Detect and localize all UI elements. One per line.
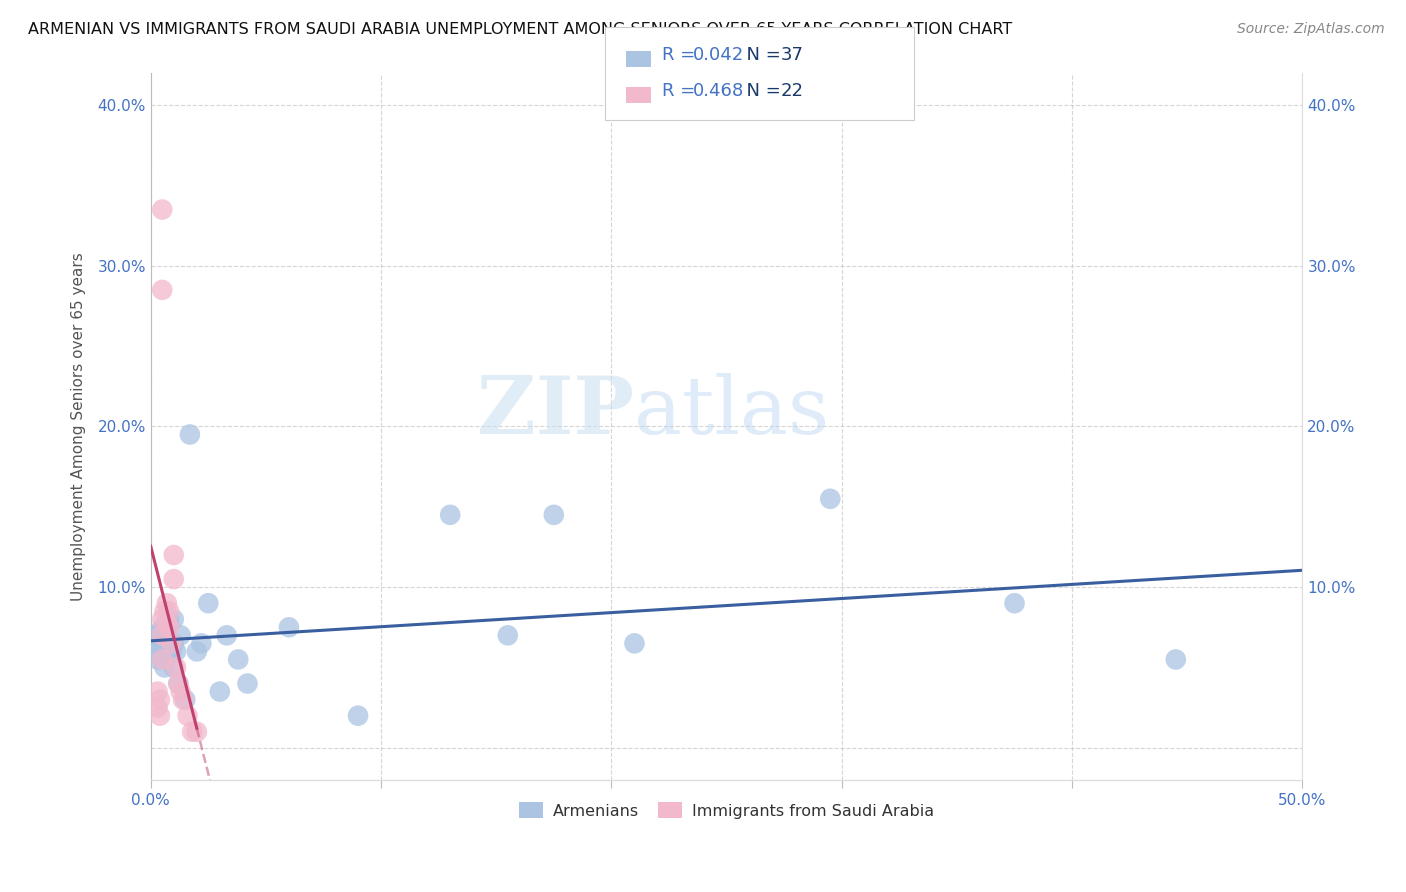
- Point: [150, 612, 173, 626]
- Point: [163, 572, 186, 586]
- Point: [496, 628, 519, 642]
- Point: [163, 612, 186, 626]
- Legend: Armenians, Immigrants from Saudi Arabia: Armenians, Immigrants from Saudi Arabia: [513, 796, 941, 825]
- Point: [160, 644, 183, 658]
- Text: 37: 37: [780, 46, 803, 64]
- Point: [169, 628, 191, 642]
- Point: [208, 684, 231, 698]
- Point: [160, 636, 183, 650]
- Point: [186, 724, 208, 739]
- Point: [543, 508, 565, 522]
- Text: Source: ZipAtlas.com: Source: ZipAtlas.com: [1237, 22, 1385, 37]
- Point: [163, 636, 186, 650]
- Point: [156, 596, 179, 610]
- Point: [150, 636, 173, 650]
- Point: [215, 628, 238, 642]
- Point: [165, 660, 187, 674]
- Point: [153, 660, 176, 674]
- Point: [226, 652, 249, 666]
- Point: [165, 644, 187, 658]
- Point: [167, 676, 190, 690]
- Point: [149, 708, 172, 723]
- Point: [150, 628, 173, 642]
- Point: [169, 684, 191, 698]
- Point: [150, 283, 173, 297]
- Text: ZIP: ZIP: [478, 374, 634, 451]
- Y-axis label: Unemployment Among Seniors over 65 years: Unemployment Among Seniors over 65 years: [72, 252, 86, 601]
- Text: 22: 22: [780, 82, 803, 100]
- Point: [181, 724, 204, 739]
- Text: R =: R =: [662, 82, 702, 100]
- Point: [153, 628, 176, 642]
- Point: [277, 620, 299, 634]
- Point: [176, 708, 198, 723]
- Point: [150, 652, 173, 666]
- Point: [163, 548, 186, 562]
- Point: [149, 644, 172, 658]
- Point: [149, 692, 172, 706]
- Point: [172, 692, 194, 706]
- Point: [150, 652, 173, 666]
- Point: [156, 615, 179, 630]
- Point: [347, 708, 370, 723]
- Point: [439, 508, 461, 522]
- Point: [156, 620, 179, 634]
- Point: [157, 620, 180, 634]
- Point: [820, 491, 842, 506]
- Point: [149, 625, 172, 640]
- Point: [179, 427, 201, 442]
- Text: 0.468: 0.468: [693, 82, 744, 100]
- Point: [197, 596, 219, 610]
- Text: 0.042: 0.042: [693, 46, 744, 64]
- Point: [623, 636, 645, 650]
- Point: [1164, 652, 1187, 666]
- Text: R =: R =: [662, 46, 702, 64]
- Text: ARMENIAN VS IMMIGRANTS FROM SAUDI ARABIA UNEMPLOYMENT AMONG SENIORS OVER 65 YEAR: ARMENIAN VS IMMIGRANTS FROM SAUDI ARABIA…: [28, 22, 1012, 37]
- Point: [236, 676, 259, 690]
- Point: [146, 700, 169, 714]
- Point: [153, 604, 176, 618]
- Point: [190, 636, 212, 650]
- Text: N =: N =: [735, 82, 787, 100]
- Point: [157, 612, 180, 626]
- Point: [163, 660, 186, 674]
- Point: [146, 684, 169, 698]
- Point: [157, 604, 180, 618]
- Point: [1004, 596, 1026, 610]
- Point: [150, 620, 173, 634]
- Point: [150, 202, 173, 217]
- Point: [174, 692, 197, 706]
- Point: [156, 644, 179, 658]
- Point: [167, 676, 190, 690]
- Text: atlas: atlas: [634, 374, 830, 451]
- Text: N =: N =: [735, 46, 787, 64]
- Point: [146, 636, 169, 650]
- Point: [186, 644, 208, 658]
- Point: [146, 652, 169, 666]
